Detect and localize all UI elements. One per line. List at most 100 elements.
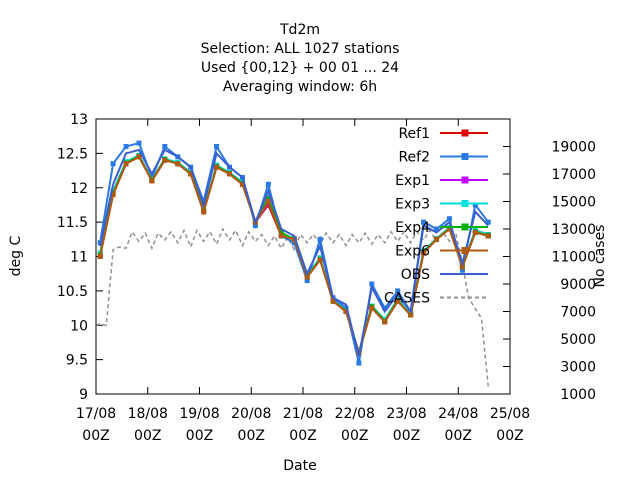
y-tick-label: 13 <box>70 112 88 128</box>
axis-ticks <box>95 118 511 395</box>
x-tick-label-date: 25/08 <box>490 406 530 422</box>
data-point-ref2 <box>304 278 310 284</box>
y2-tick-label: 17000 <box>551 167 596 183</box>
x-tick-label-date: 24/08 <box>438 406 478 422</box>
y2-tick-label: 11000 <box>551 250 596 266</box>
y2-tick-label: 7000 <box>560 305 596 321</box>
data-point-exp6 <box>304 274 310 280</box>
data-point-exp6 <box>188 171 194 177</box>
title-line-0: Td2m <box>279 22 320 38</box>
data-point-exp6 <box>369 305 375 311</box>
x-tick-label-date: 23/08 <box>386 406 426 422</box>
legend-marker-exp4 <box>461 223 469 231</box>
y-tick-label: 9.5 <box>66 353 88 369</box>
x-tick-label-date: 17/08 <box>76 406 116 422</box>
x-tick-label-hour: 00Z <box>289 428 316 444</box>
data-point-ref2 <box>252 223 258 229</box>
legend-marker-ref1 <box>461 129 469 137</box>
series-line-exp6 <box>99 155 489 357</box>
data-point-exp6 <box>162 157 168 163</box>
data-point-exp6 <box>201 209 207 215</box>
series-exp1 <box>97 152 491 357</box>
data-point-exp6 <box>485 233 491 239</box>
x-tick-label-hour: 00Z <box>393 428 420 444</box>
legend-marker-exp6 <box>461 247 469 254</box>
y2-tick-label: 3000 <box>560 360 596 376</box>
data-point-ref2 <box>356 360 362 366</box>
data-point-ref2 <box>446 216 452 222</box>
data-point-exp6 <box>472 229 478 235</box>
y-tick-label: 12 <box>70 181 88 197</box>
data-point-exp6 <box>227 171 233 177</box>
data-point-exp6 <box>408 312 414 318</box>
title-line-3: Averaging window: 6h <box>223 79 377 95</box>
data-point-exp6 <box>175 161 181 167</box>
y-tick-label: 11 <box>70 250 88 266</box>
x-tick-label-hour: 00Z <box>186 428 213 444</box>
data-point-ref2 <box>459 267 465 273</box>
title-line-2: Used {00,12} + 00 01 ... 24 <box>201 60 399 76</box>
legend-label-cases: CASES <box>384 291 430 307</box>
x-tick-label-hour: 00Z <box>341 428 368 444</box>
data-point-ref2 <box>421 219 427 225</box>
data-point-ref2 <box>162 144 168 149</box>
x-tick-label-hour: 00Z <box>238 428 265 444</box>
series-line-obs <box>99 148 490 357</box>
data-point-exp6 <box>239 181 245 187</box>
data-point-exp6 <box>421 250 427 256</box>
series-line-ref2 <box>99 141 490 364</box>
data-point-exp6 <box>214 164 220 170</box>
legend-marker-exp3 <box>461 200 469 207</box>
x-tick-label-hour: 00Z <box>496 428 523 444</box>
data-point-exp4 <box>278 229 284 235</box>
series-exp4 <box>97 153 491 357</box>
y-tick-label: 12.5 <box>57 146 88 162</box>
data-point-exp6 <box>265 199 271 204</box>
title-line-1: Selection: ALL 1027 stations <box>201 41 400 57</box>
y-tick-label: 10 <box>70 318 88 334</box>
data-point-exp6 <box>97 254 103 259</box>
x-tick-label-date: 18/08 <box>128 406 168 422</box>
y2-tick-label: 13000 <box>551 222 596 238</box>
data-point-exp6 <box>278 233 284 239</box>
legend: Ref1 Ref2 Exp1 Exp3 Exp4 Exp6 OBS CASES <box>384 126 488 307</box>
data-point-exp6 <box>434 236 440 242</box>
x-axis-tick-labels: 17/08 00Z 18/08 00Z 19/08 00Z 20/08 00Z 21/08 00Z… <box>76 406 530 444</box>
legend-label-exp6: Exp6 <box>395 244 430 260</box>
data-point-ref2 <box>369 281 375 287</box>
series-line-exp4 <box>99 154 489 357</box>
series-exp6 <box>97 154 491 357</box>
legend-label-exp4: Exp4 <box>395 220 430 236</box>
data-point-ref2 <box>317 236 323 242</box>
y-tick-label: 10.5 <box>57 284 88 300</box>
legend-marker-ref2 <box>461 153 469 160</box>
series-line-ref1 <box>99 155 489 357</box>
data-point-ref2 <box>434 226 440 232</box>
data-point-exp6 <box>446 226 452 232</box>
y-axis-label: deg C <box>8 235 24 276</box>
data-point-ref2 <box>291 240 297 246</box>
data-point-exp6 <box>343 309 349 314</box>
legend-label-ref1: Ref1 <box>398 126 430 142</box>
series-obs <box>99 148 490 357</box>
data-point-ref2 <box>265 181 271 187</box>
y2-tick-label: 19000 <box>551 140 596 156</box>
data-point-ref2 <box>472 202 478 208</box>
y2-tick-label: 15000 <box>551 195 596 211</box>
data-point-ref2 <box>110 161 116 167</box>
y2-tick-label: 5000 <box>560 332 596 348</box>
data-point-exp6 <box>110 192 116 198</box>
data-point-ref2 <box>123 144 129 149</box>
x-tick-label-date: 22/08 <box>335 406 375 422</box>
x-tick-label-date: 21/08 <box>283 406 323 422</box>
y-tick-label: 9 <box>79 387 88 403</box>
x-tick-label-hour: 00Z <box>82 428 109 444</box>
x-tick-label-hour: 00Z <box>134 428 161 444</box>
data-point-exp6 <box>317 257 323 263</box>
plot-frame <box>95 118 511 395</box>
y2-axis-label: No cases <box>592 225 608 288</box>
data-point-exp6 <box>291 236 297 242</box>
data-point-exp6 <box>382 319 388 325</box>
data-point-exp6 <box>330 298 336 304</box>
